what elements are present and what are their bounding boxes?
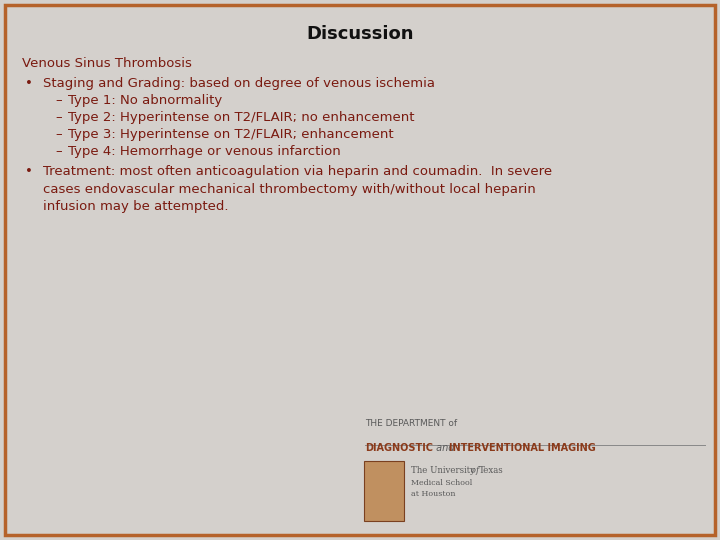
- Text: Type 4: Hemorrhage or venous infarction: Type 4: Hemorrhage or venous infarction: [68, 145, 341, 158]
- Text: Venous Sinus Thrombosis: Venous Sinus Thrombosis: [22, 57, 192, 70]
- Text: of: of: [468, 466, 482, 475]
- Text: –: –: [55, 111, 62, 124]
- Text: THE DEPARTMENT of: THE DEPARTMENT of: [365, 419, 457, 428]
- FancyBboxPatch shape: [364, 461, 404, 521]
- Text: –: –: [55, 94, 62, 107]
- Text: at Houston: at Houston: [411, 490, 456, 498]
- Text: DIAGNOSTIC: DIAGNOSTIC: [365, 443, 433, 453]
- Text: and: and: [433, 443, 458, 453]
- Text: Medical School: Medical School: [411, 479, 472, 487]
- Text: Type 2: Hyperintense on T2/FLAIR; no enhancement: Type 2: Hyperintense on T2/FLAIR; no enh…: [68, 111, 415, 124]
- Text: –: –: [55, 145, 62, 158]
- Text: Type 1: No abnormality: Type 1: No abnormality: [68, 94, 222, 107]
- Text: Staging and Grading: based on degree of venous ischemia: Staging and Grading: based on degree of …: [43, 77, 435, 90]
- Text: –: –: [55, 128, 62, 141]
- Text: •: •: [25, 77, 33, 90]
- Text: Discussion: Discussion: [306, 25, 414, 43]
- Text: INTERVENTIONAL IMAGING: INTERVENTIONAL IMAGING: [449, 443, 595, 453]
- Text: The University: The University: [411, 466, 475, 475]
- Text: Type 3: Hyperintense on T2/FLAIR; enhancement: Type 3: Hyperintense on T2/FLAIR; enhanc…: [68, 128, 394, 141]
- Text: •: •: [25, 165, 33, 178]
- Text: Texas: Texas: [479, 466, 504, 475]
- Text: Treatment: most often anticoagulation via heparin and coumadin.  In severe
cases: Treatment: most often anticoagulation vi…: [43, 165, 552, 213]
